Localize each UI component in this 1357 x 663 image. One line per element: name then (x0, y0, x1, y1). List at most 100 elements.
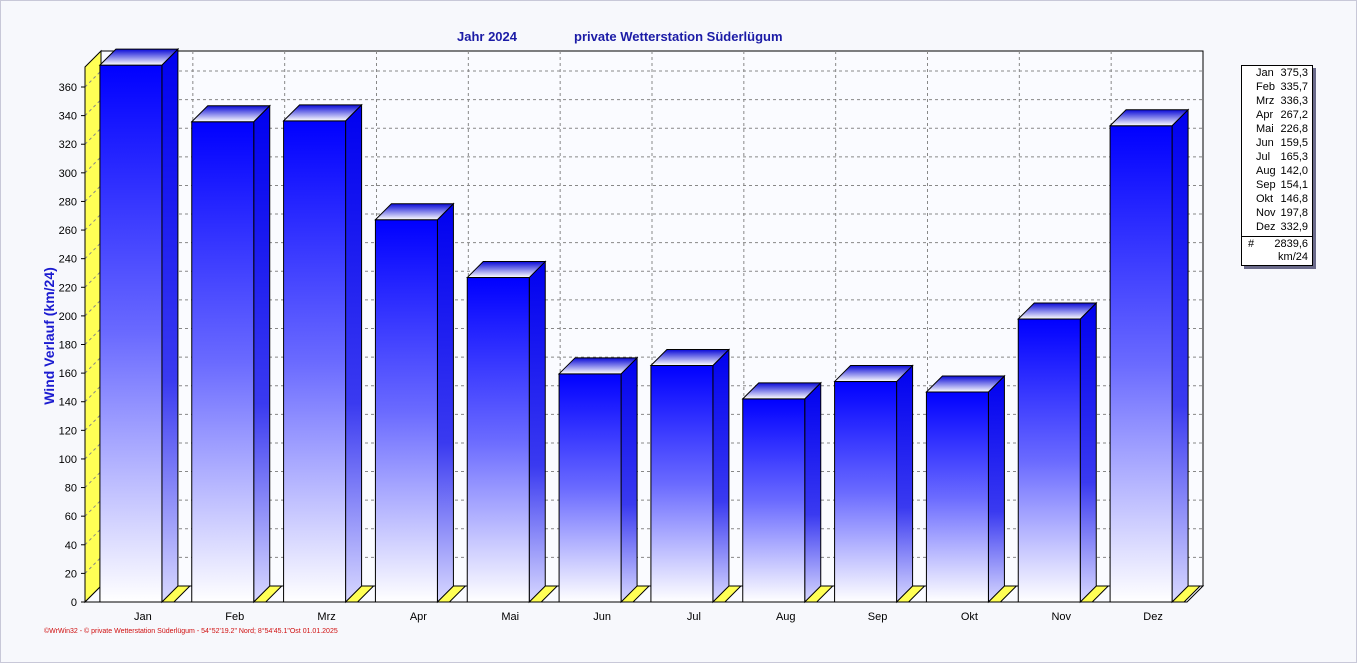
bar-mrz (282, 103, 375, 604)
legend-row-dez: Dez 332,9 (1242, 220, 1312, 234)
legend-row-mai: Mai 226,8 (1242, 122, 1312, 136)
x-tick-label: Sep (868, 611, 888, 623)
bar-cap (466, 261, 547, 279)
bar-aug (741, 381, 834, 604)
y-tick-label: 120 (59, 425, 77, 437)
y-tick-label: 240 (59, 254, 77, 266)
bar-cap (374, 203, 455, 221)
legend-month: Mai (1256, 123, 1274, 135)
legend-value: 375,3 (1280, 67, 1308, 79)
bar-front (558, 373, 622, 603)
legend-value: 159,5 (1280, 137, 1308, 149)
bar-side (345, 103, 363, 604)
y-tick-label: 140 (59, 397, 77, 409)
y-tick-label: 40 (65, 540, 77, 552)
y-tick-label: 320 (59, 139, 77, 151)
x-tick-label: Apr (410, 611, 427, 623)
x-tick-label: Nov (1051, 611, 1071, 623)
bar-side (1171, 108, 1189, 604)
bar-side (436, 202, 454, 604)
bar-nov (1017, 301, 1110, 604)
y-tick-label: 200 (59, 311, 77, 323)
bar-dez (1108, 108, 1202, 604)
legend-row-okt: Okt 146,8 (1242, 192, 1312, 206)
gridline-side (84, 528, 102, 546)
x-tick-label: Aug (776, 611, 796, 623)
bar-side (987, 374, 1005, 604)
legend-value: 335,7 (1280, 81, 1308, 93)
legend-row-jun: Jun 159,5 (1242, 136, 1312, 150)
legend-total-symbol: # (1248, 238, 1255, 250)
legend-value: 146,8 (1280, 193, 1308, 205)
y-tick-label: 180 (59, 340, 77, 352)
gridline-side (84, 185, 102, 202)
gridline-side (84, 356, 102, 374)
y-tick-label: 360 (59, 82, 77, 94)
legend-total-value: 2839,6 (1274, 238, 1308, 250)
legend-value: 226,8 (1280, 123, 1308, 135)
bar-front (925, 391, 989, 603)
chart-bars (98, 47, 1202, 604)
y-tick-label: 300 (59, 168, 77, 180)
legend-month: Aug (1256, 165, 1276, 177)
legend-month: Feb (1256, 81, 1275, 93)
bar-front (191, 121, 255, 603)
bar-front (1109, 125, 1173, 603)
legend-value: 197,8 (1280, 207, 1308, 219)
bar-side (804, 381, 822, 604)
x-tick-label: Jan (134, 611, 152, 623)
gridline-side (84, 442, 102, 460)
bar-cap (1108, 109, 1190, 127)
footer-credit: ©WrWin32 - © private Wetterstation Süder… (44, 628, 338, 635)
gridline-side (84, 270, 102, 288)
y-tick-label: 340 (59, 111, 77, 123)
x-tick-label: Okt (961, 611, 978, 623)
bar-side (712, 348, 730, 604)
legend-row-sep: Sep 154,1 (1242, 178, 1312, 192)
bar-cap (741, 382, 822, 400)
y-tick-label: 60 (65, 511, 77, 523)
gridline-side (84, 242, 102, 260)
bar-okt (925, 374, 1018, 604)
bar-side (528, 260, 546, 604)
chart-axes: Jan Feb Mrz Apr Mai Jun Jul Aug Sep Okt Nov Dez 0 20 4… (59, 67, 1163, 623)
y-tick-label: 80 (65, 483, 77, 495)
bar-front (650, 365, 714, 603)
legend-month: Okt (1256, 193, 1274, 205)
bar-mai (466, 260, 559, 604)
y-tick-label: 100 (59, 454, 77, 466)
bar-front (742, 398, 806, 603)
bar-cap (649, 349, 731, 367)
legend-row-jul: Jul 165,3 (1242, 150, 1312, 164)
bar-cap (1017, 302, 1098, 320)
bar-front (466, 277, 530, 603)
legend-row-aug: Aug 142,0 (1242, 164, 1312, 178)
gridline-side (84, 499, 102, 517)
legend-row-jan: Jan 375,3 (1242, 66, 1312, 80)
bar-apr (374, 202, 467, 604)
bar-cap (833, 365, 914, 383)
x-tick-label: Feb (225, 611, 244, 623)
y-tick-label: 220 (59, 282, 77, 294)
legend-month: Sep (1256, 179, 1276, 191)
bar-jun (557, 356, 651, 604)
bar-cap (190, 105, 271, 123)
legend-month: Jun (1256, 137, 1274, 149)
chart-title-year: Jahr 2024 (457, 29, 517, 44)
bar-side (253, 104, 271, 604)
x-tick-label: Dez (1143, 611, 1163, 623)
legend-value: 332,9 (1280, 221, 1308, 233)
legend-row-feb: Feb 335,7 (1242, 80, 1312, 94)
gridline-side (84, 328, 102, 345)
bar-sep (833, 364, 926, 604)
bar-front (99, 64, 163, 603)
x-tick-label: Mrz (317, 611, 335, 623)
gridline-side (84, 471, 102, 488)
gridline-side (84, 385, 102, 403)
bar-side (896, 364, 914, 604)
legend-total: # 2839,6 km/24 (1242, 237, 1312, 265)
gridline-side (84, 299, 102, 317)
bar-front (374, 219, 438, 603)
gridline-side (84, 70, 102, 88)
x-tick-label: Jul (687, 611, 701, 623)
